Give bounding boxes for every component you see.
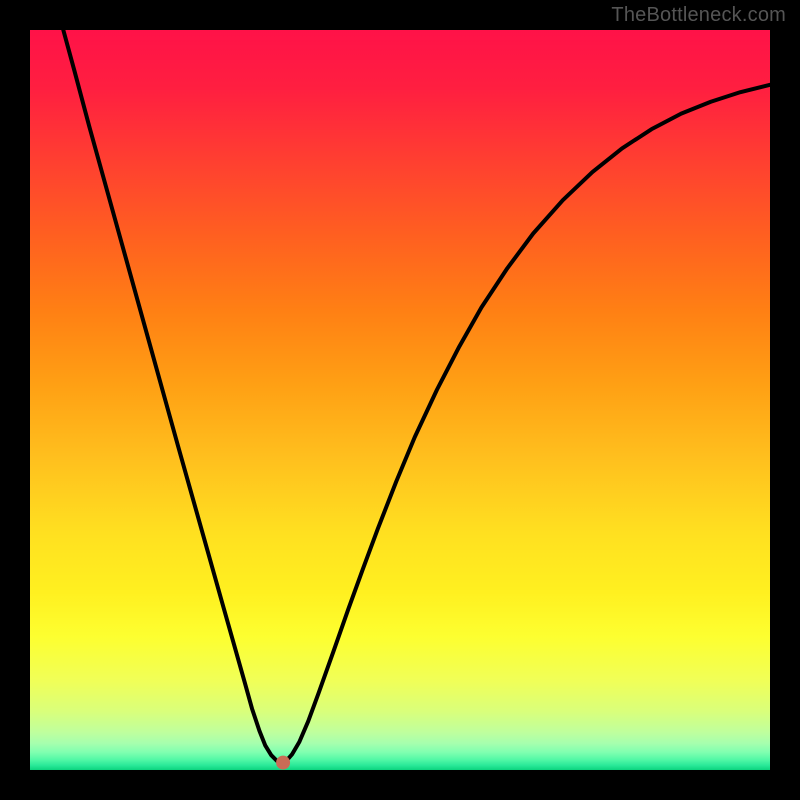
watermark-text: TheBottleneck.com	[611, 4, 786, 27]
plot-area	[30, 30, 770, 770]
gradient-background	[30, 30, 770, 770]
